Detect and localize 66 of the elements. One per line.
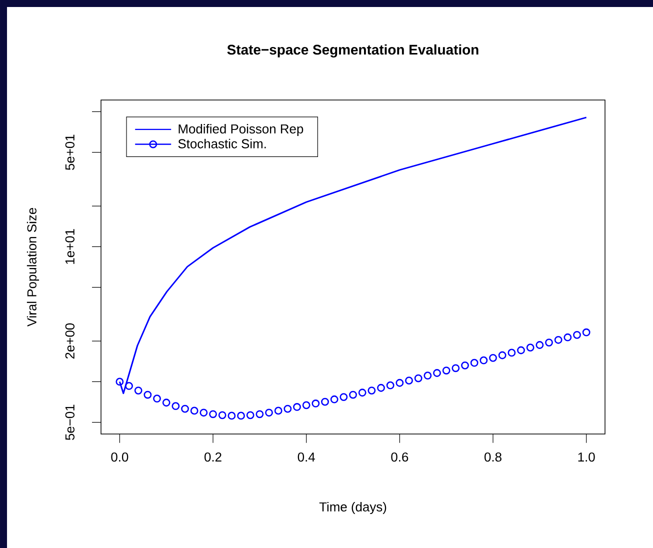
y-tick-label: 1e+01 bbox=[65, 229, 74, 264]
x-axis-title: Time (days) bbox=[319, 502, 386, 514]
point bbox=[517, 346, 525, 354]
point bbox=[256, 410, 264, 418]
x-tick-label: 0.8 bbox=[484, 452, 502, 462]
point bbox=[405, 376, 413, 384]
point bbox=[144, 390, 152, 399]
point bbox=[349, 390, 357, 399]
y-tick-label: 2e+00 bbox=[65, 323, 74, 359]
point bbox=[536, 341, 544, 349]
point bbox=[125, 382, 133, 390]
point bbox=[452, 364, 460, 372]
chart-title: State−space Segmentation Evaluation bbox=[227, 44, 478, 58]
point bbox=[368, 386, 376, 394]
point bbox=[386, 381, 394, 390]
point bbox=[582, 328, 590, 336]
point bbox=[274, 406, 282, 415]
x-tick-label: 1.0 bbox=[578, 452, 595, 462]
point bbox=[573, 330, 581, 339]
point bbox=[470, 358, 478, 367]
line-series bbox=[118, 116, 588, 394]
point bbox=[396, 378, 404, 387]
point bbox=[433, 369, 441, 377]
x-tick-label: 0.6 bbox=[391, 452, 408, 462]
point bbox=[302, 401, 310, 410]
point bbox=[237, 412, 245, 420]
legend-label: Modified Poisson Rep bbox=[178, 124, 304, 136]
point bbox=[564, 333, 572, 342]
point bbox=[153, 394, 161, 403]
point bbox=[498, 351, 506, 360]
point bbox=[442, 366, 450, 374]
point bbox=[508, 348, 516, 357]
point bbox=[424, 372, 432, 380]
point bbox=[312, 400, 320, 408]
point bbox=[330, 395, 338, 404]
point bbox=[489, 354, 497, 362]
point bbox=[284, 404, 292, 413]
point bbox=[414, 374, 422, 382]
point bbox=[265, 408, 273, 417]
legend-label: Stochastic Sim. bbox=[178, 138, 266, 148]
point bbox=[172, 402, 180, 410]
x-tick-label: 0.0 bbox=[111, 452, 128, 462]
point bbox=[545, 338, 553, 346]
point bbox=[340, 393, 348, 401]
point bbox=[526, 344, 534, 352]
y-tick-label: 5e+01 bbox=[65, 134, 74, 170]
x-tick-label: 0.2 bbox=[204, 452, 222, 462]
x-tick-label: 0.4 bbox=[298, 452, 315, 462]
point bbox=[461, 361, 469, 370]
point bbox=[377, 384, 385, 392]
point bbox=[228, 412, 236, 420]
point bbox=[190, 406, 198, 415]
point bbox=[554, 336, 562, 344]
point bbox=[218, 411, 226, 420]
point bbox=[480, 356, 488, 364]
y-tick-label: 5e−01 bbox=[65, 404, 74, 440]
point bbox=[246, 411, 254, 420]
point bbox=[134, 386, 142, 394]
point bbox=[209, 410, 217, 418]
point bbox=[358, 388, 366, 397]
point bbox=[321, 398, 329, 406]
point bbox=[181, 404, 189, 413]
point bbox=[293, 403, 301, 411]
point bbox=[162, 398, 170, 407]
y-axis-title: Viral Population Size bbox=[26, 208, 40, 327]
point bbox=[200, 408, 208, 417]
